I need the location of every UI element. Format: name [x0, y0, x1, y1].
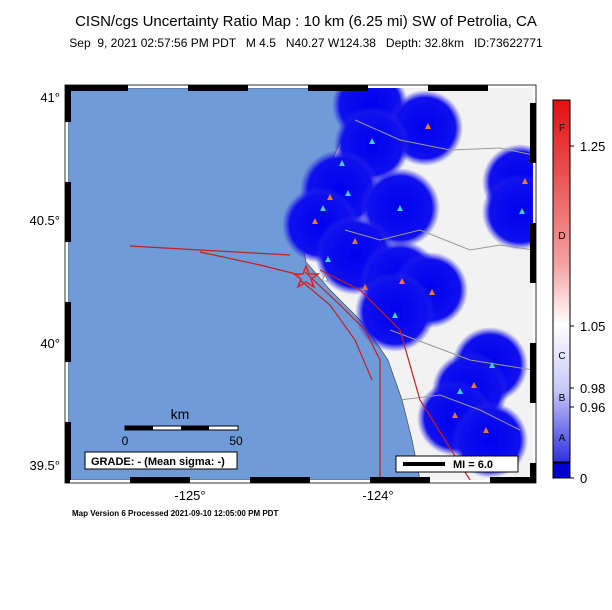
- subtitle: Sep 9, 2021 02:57:56 PM PDT M 4.5 N40.27…: [69, 36, 543, 50]
- mi-legend: MI = 6.0: [453, 459, 493, 471]
- colorbar-tick: 1.25: [580, 139, 605, 154]
- lon-label: -124°: [362, 488, 393, 503]
- colorbar-tick: 0: [580, 471, 587, 486]
- lat-label: 40°: [40, 336, 60, 351]
- lat-label: 41°: [40, 90, 60, 105]
- faults: [129, 245, 471, 480]
- stations: [312, 88, 528, 433]
- lon-labels: -125° -124°: [174, 488, 393, 503]
- colorbar-tick-marks: [570, 145, 574, 479]
- grade-box: [84, 451, 238, 470]
- lat-label: 40.5°: [29, 213, 60, 228]
- grade: GRADE: - (Mean sigma: -): [91, 456, 225, 468]
- lon-label: -125°: [174, 488, 205, 503]
- frame-outer: [64, 84, 537, 484]
- lat-labels: 41° 40.5° 40° 39.5°: [29, 90, 60, 473]
- scale-start: 0: [122, 434, 129, 448]
- colorbar-zero: [552, 462, 571, 479]
- map-body: km 0 50 GRADE: - (Mean sigma: -) MI = 6.…: [68, 88, 533, 480]
- scale-end: 50: [229, 434, 243, 448]
- colorbar-scale: [552, 99, 571, 463]
- footer: Map Version 6 Processed 2021-09-10 12:05…: [72, 509, 278, 518]
- title: CISN/cgs Uncertainty Ratio Map : 10 km (…: [75, 13, 537, 30]
- grade-letter: F: [559, 123, 565, 134]
- frame: [65, 85, 536, 483]
- grade-letter: A: [559, 433, 566, 444]
- grade-letter: B: [559, 393, 566, 404]
- grade-letter: C: [558, 351, 565, 362]
- colorbar-tick: 0.96: [580, 400, 605, 415]
- scale-unit: km: [171, 406, 190, 422]
- colorbar: F D C B A 1.25 1.05 0.98 0.96 0: [552, 99, 605, 486]
- colorbar-tick: 0.98: [580, 381, 605, 396]
- grade-letter: D: [558, 231, 565, 242]
- borders: [344, 119, 533, 431]
- mi-box: [395, 455, 519, 473]
- scale-bar: km 0 50: [122, 406, 243, 448]
- epicenter: [291, 263, 321, 289]
- colorbar-tick: 1.05: [580, 319, 605, 334]
- lat-label: 39.5°: [29, 458, 60, 473]
